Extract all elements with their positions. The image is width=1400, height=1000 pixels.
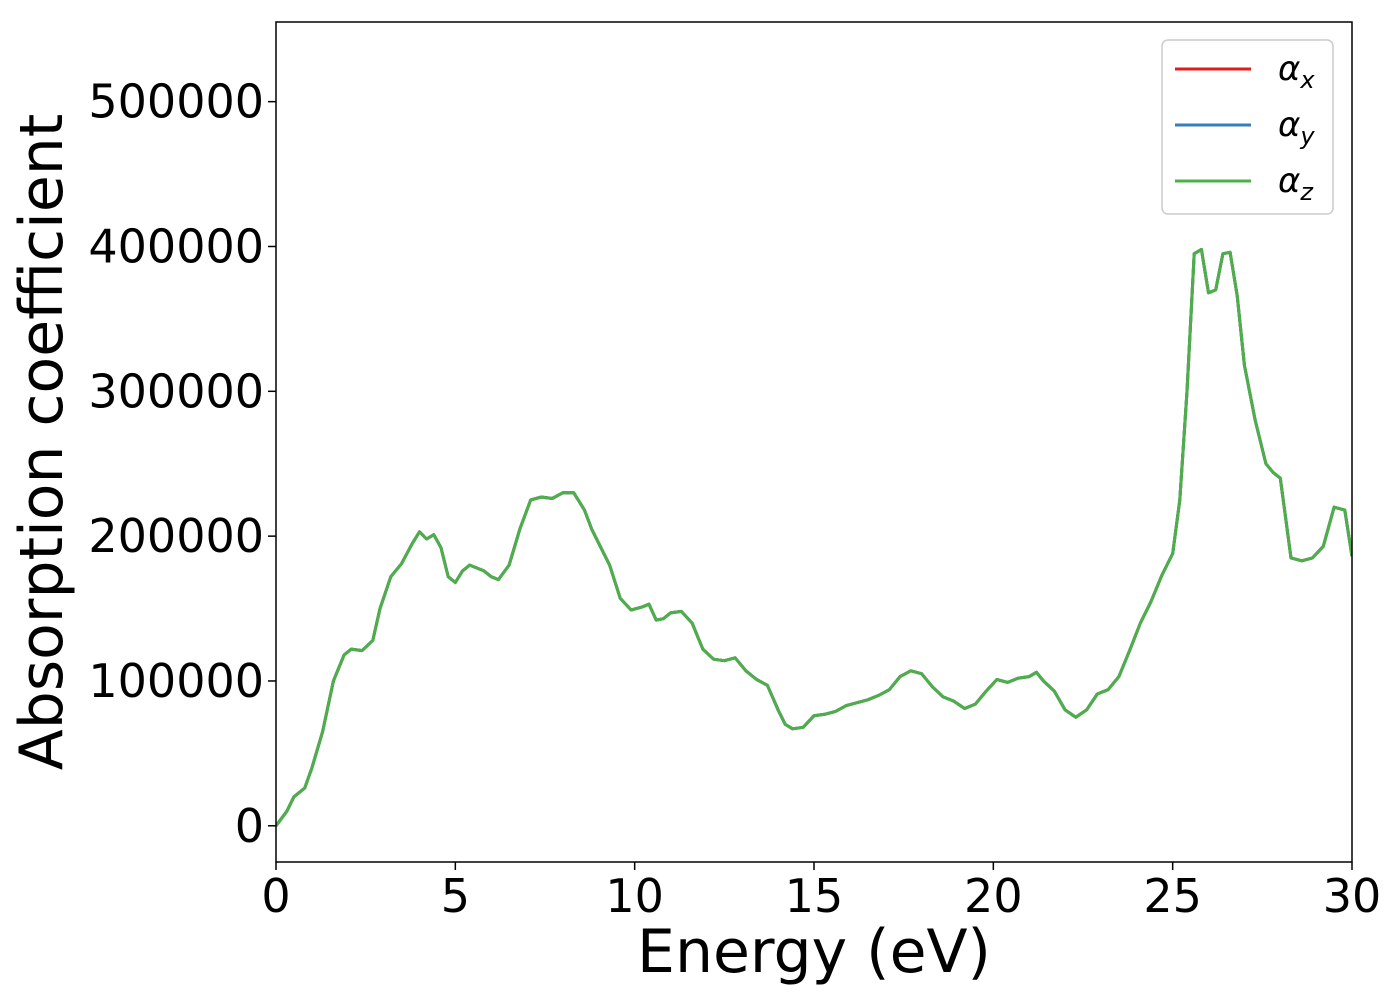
legend-symbol: α bbox=[1278, 161, 1300, 201]
y-tick-label: 0 bbox=[235, 799, 264, 853]
legend-subscript: y bbox=[1299, 122, 1315, 150]
legend-subscript: z bbox=[1299, 178, 1314, 206]
x-tick-label: 0 bbox=[261, 869, 290, 923]
y-tick-label: 400000 bbox=[88, 219, 264, 273]
plot-frame bbox=[275, 21, 1353, 863]
legend-box bbox=[1161, 39, 1334, 215]
series-layer bbox=[276, 247, 1352, 827]
y-tick-label: 300000 bbox=[88, 364, 264, 418]
legend-symbol: α bbox=[1278, 49, 1300, 89]
y-axis-title: Absorption coefficient bbox=[7, 114, 77, 771]
series-line-αz bbox=[276, 247, 1352, 827]
y-tick-label: 100000 bbox=[88, 654, 264, 708]
x-tick-label: 25 bbox=[1143, 869, 1202, 923]
x-tick-label: 20 bbox=[964, 869, 1023, 923]
legend-subscript: x bbox=[1299, 66, 1315, 94]
x-tick-label: 10 bbox=[605, 869, 664, 923]
legend-label: αy bbox=[1278, 105, 1315, 150]
x-tick-label: 5 bbox=[441, 869, 470, 923]
legend-label: αx bbox=[1278, 49, 1315, 94]
legend-label: αz bbox=[1278, 161, 1314, 206]
legend-symbol: α bbox=[1278, 105, 1300, 145]
x-tick-label: 30 bbox=[1323, 869, 1382, 923]
y-axis-ticks: 0 100000 200000 300000 400000 500000 bbox=[88, 75, 276, 853]
x-tick-label: 15 bbox=[785, 869, 844, 923]
y-tick-label: 200000 bbox=[88, 509, 264, 563]
y-tick-label: 500000 bbox=[88, 75, 264, 129]
x-axis-ticks: 0 5 10 15 20 25 30 bbox=[261, 862, 1381, 923]
x-axis-title: Energy (eV) bbox=[637, 917, 991, 987]
